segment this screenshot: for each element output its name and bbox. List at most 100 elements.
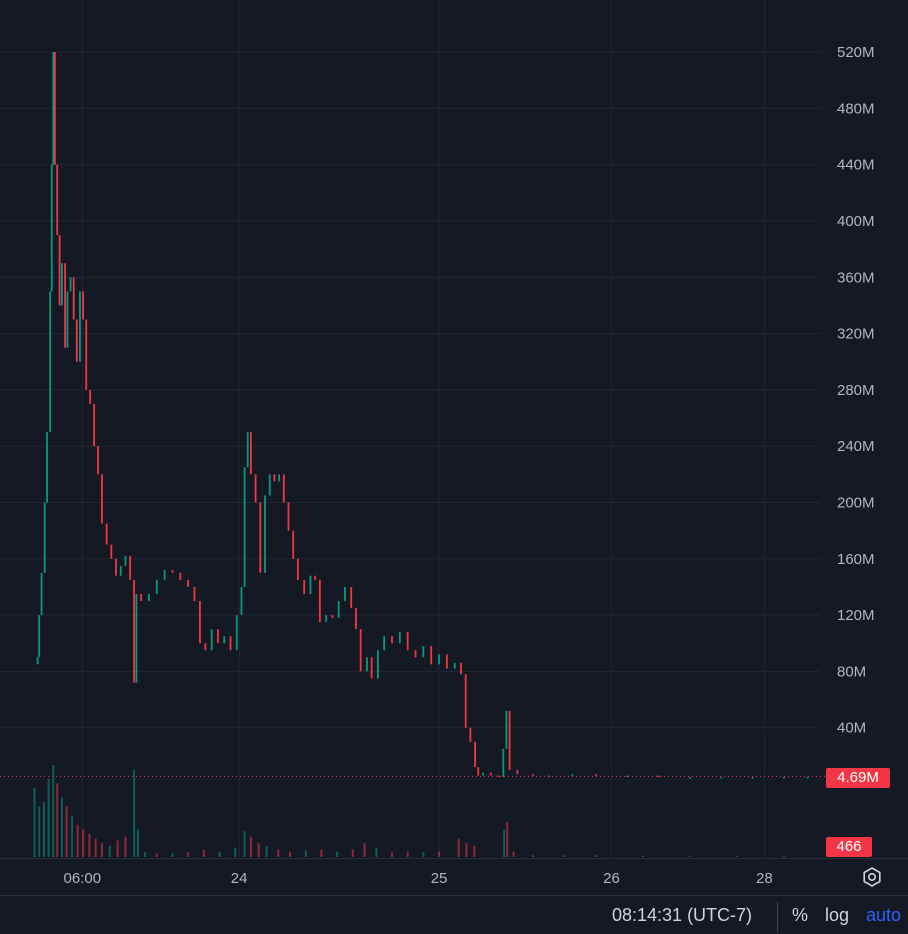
volume-bar — [375, 847, 378, 857]
price-candle — [129, 555, 132, 580]
volume-bar — [187, 852, 190, 857]
price-candle — [187, 579, 190, 587]
price-candle — [532, 774, 535, 776]
y-tick-label: 80M — [837, 663, 866, 680]
price-candle — [254, 474, 257, 503]
volume-bar — [100, 843, 103, 857]
volume-bar — [532, 855, 535, 857]
price-candle — [79, 291, 81, 362]
price-candle — [505, 710, 508, 749]
volume-bar — [133, 769, 136, 857]
price-candles — [36, 52, 809, 779]
price-candle — [292, 530, 295, 559]
price-candle — [43, 502, 46, 573]
volume-bar — [38, 806, 41, 857]
price-candle — [489, 772, 492, 776]
price-candle — [359, 629, 362, 672]
y-tick-label: 120M — [837, 607, 875, 624]
price-candle — [594, 774, 597, 776]
volume-bar — [243, 831, 246, 857]
volume-bar — [277, 849, 280, 857]
price-candle — [50, 164, 53, 292]
price-candle — [52, 52, 55, 165]
price-candle — [240, 586, 243, 616]
grid-lines — [0, 0, 820, 858]
volume-bars — [33, 765, 785, 857]
volume-bar — [47, 778, 50, 857]
volume-bar — [171, 853, 174, 857]
y-tick-label: 360M — [837, 269, 875, 286]
volume-bar — [71, 815, 74, 857]
price-candle — [331, 615, 334, 618]
price-candle — [61, 263, 63, 306]
volume-bar — [735, 856, 738, 857]
price-candle — [179, 572, 182, 580]
price-candle — [474, 741, 477, 768]
price-candle — [464, 674, 467, 728]
price-candle — [66, 291, 69, 348]
percent-scale-button[interactable]: % — [792, 905, 809, 925]
price-candle — [89, 389, 92, 404]
price-candle — [75, 319, 78, 362]
price-candle — [469, 727, 472, 742]
volume-bar — [52, 765, 55, 857]
price-candle — [482, 772, 484, 776]
price-candle — [155, 579, 158, 594]
volume-bar — [76, 824, 79, 857]
price-candle — [140, 593, 143, 602]
price-candle — [751, 776, 754, 779]
volume-bar — [265, 845, 268, 857]
volume-bar — [116, 840, 119, 857]
y-tick-label: 520M — [837, 44, 875, 61]
log-scale-button[interactable]: log — [825, 905, 850, 925]
price-candle — [325, 615, 328, 623]
volume-bar — [202, 849, 205, 857]
price-candle — [36, 657, 39, 665]
price-candle — [406, 631, 409, 651]
price-candle — [58, 235, 61, 306]
price-candle — [720, 776, 723, 779]
volume-bar — [641, 856, 644, 857]
volume-bar — [422, 852, 425, 857]
price-candle — [204, 643, 207, 651]
price-candle — [318, 579, 321, 623]
volume-bar — [257, 843, 260, 857]
volume-bar — [688, 856, 691, 857]
price-candle — [110, 544, 113, 559]
price-candle — [38, 615, 41, 658]
x-axis-ticks[interactable]: 06:00 24 25 26 28 — [64, 870, 773, 887]
y-tick-label: 440M — [837, 157, 875, 174]
y-axis-ticks[interactable]: 520M 480M 440M 400M 360M 320M 280M 240M 200M 160M… — [837, 44, 875, 737]
volume-bar — [218, 851, 221, 857]
volume-bar — [320, 849, 323, 857]
price-candle — [268, 474, 271, 496]
price-candle — [344, 586, 346, 602]
price-chart[interactable]: 520M 480M 440M 400M 360M 320M 280M 240M 200M 160M… — [0, 0, 908, 895]
price-candle — [309, 575, 312, 594]
volume-bar — [108, 845, 111, 857]
auto-scale-button[interactable]: auto — [866, 905, 902, 925]
price-candle — [689, 776, 691, 779]
x-tick-label: 25 — [431, 870, 448, 887]
price-candle — [69, 277, 72, 292]
y-tick-label: 400M — [837, 213, 875, 230]
price-candle — [350, 586, 353, 609]
price-candle — [430, 646, 433, 665]
x-tick-label: 24 — [231, 870, 248, 887]
volume-bar — [336, 851, 339, 857]
price-candle — [199, 601, 201, 644]
price-candle — [383, 636, 386, 651]
volume-bar — [304, 850, 307, 857]
price-candle — [337, 601, 340, 618]
settings-icon[interactable] — [861, 866, 883, 888]
volume-bar — [234, 847, 237, 857]
price-candle — [571, 774, 574, 776]
y-tick-label: 160M — [837, 551, 875, 568]
price-candle — [56, 164, 59, 236]
price-candle — [193, 586, 196, 602]
price-candle — [101, 474, 103, 524]
price-candle — [297, 558, 299, 580]
clock-readout[interactable]: 08:14:31 (UTC-7) — [612, 905, 753, 925]
price-candle — [497, 775, 500, 778]
